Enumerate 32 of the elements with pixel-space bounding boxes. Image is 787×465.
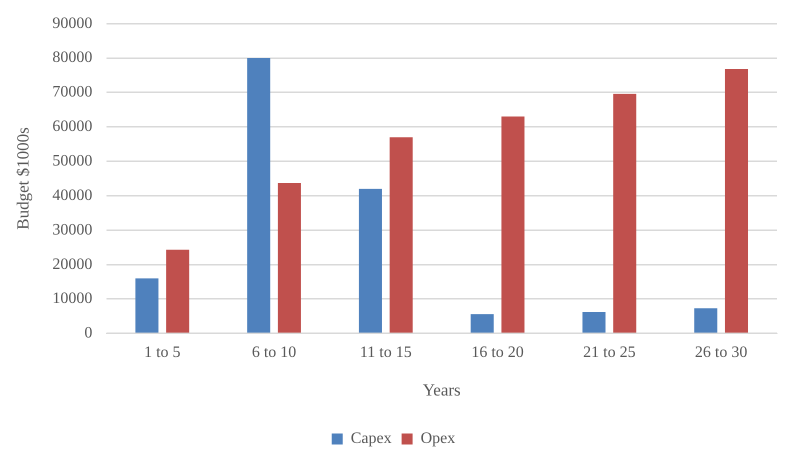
legend-label: Capex xyxy=(350,430,392,448)
x-tick-label: 26 to 30 xyxy=(694,344,748,362)
y-tick-label: 90000 xyxy=(52,14,92,32)
bar xyxy=(694,308,718,333)
y-tick-label: 80000 xyxy=(52,49,92,66)
x-axis-title: Years xyxy=(422,380,461,400)
y-tick-label: 0 xyxy=(84,324,92,342)
x-tick-label: 1 to 5 xyxy=(144,344,181,362)
bar xyxy=(724,69,748,333)
bar xyxy=(501,116,524,333)
bar xyxy=(278,182,301,333)
y-tick-label: 50000 xyxy=(52,152,92,170)
y-tick-label: 20000 xyxy=(52,256,92,273)
bar xyxy=(247,58,270,333)
x-tick-label: 16 to 20 xyxy=(471,344,524,362)
y-tick-label: 40000 xyxy=(52,186,92,204)
bar xyxy=(166,250,190,333)
legend-label: Opex xyxy=(420,430,456,448)
bar xyxy=(613,94,636,333)
x-tick-label: 11 to 15 xyxy=(360,344,412,362)
bar xyxy=(582,312,606,333)
y-tick-label: 70000 xyxy=(52,84,92,101)
x-tick-label: 21 to 25 xyxy=(583,344,636,362)
bar xyxy=(358,188,382,333)
bar xyxy=(390,137,413,333)
bar xyxy=(135,278,158,333)
y-tick-label: 30000 xyxy=(52,221,92,238)
bar xyxy=(470,314,494,333)
y-tick-label: 60000 xyxy=(52,118,92,136)
y-tick-label: 10000 xyxy=(52,290,92,308)
x-tick-label: 6 to 10 xyxy=(252,344,296,362)
y-axis-title: Budget $1000s xyxy=(14,127,33,230)
